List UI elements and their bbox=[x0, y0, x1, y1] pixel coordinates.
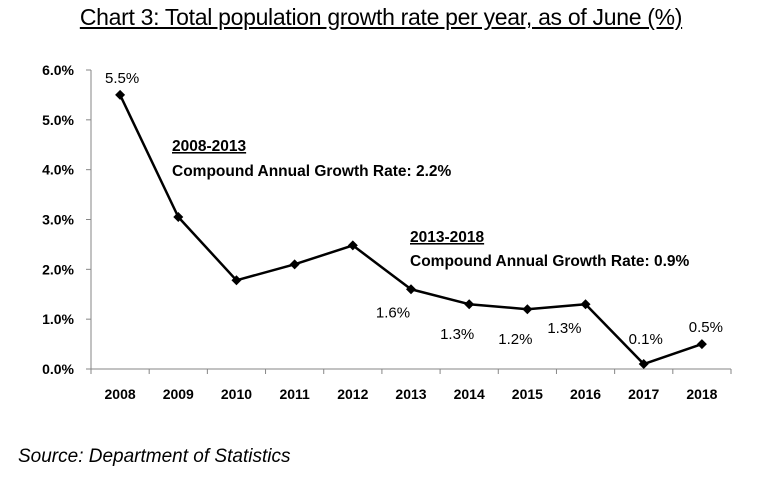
x-axis-ticks: 2008 2009 2010 2011 2012 2013 2014 2015 2016 2017… bbox=[90, 369, 732, 402]
data-label: 1.3% bbox=[440, 326, 474, 343]
axes bbox=[90, 70, 731, 370]
data-point-marker bbox=[115, 89, 126, 100]
source-note: Source: Department of Statistics bbox=[18, 446, 291, 467]
annotation-1-heading: 2008-2013 bbox=[172, 138, 247, 155]
data-label: 5.5% bbox=[105, 70, 139, 87]
data-label: 0.5% bbox=[689, 319, 723, 336]
x-tick-label: 2009 bbox=[163, 386, 194, 402]
data-point-marker bbox=[580, 299, 591, 310]
data-label: 1.3% bbox=[547, 320, 581, 337]
y-tick-label: 1.0% bbox=[42, 311, 74, 327]
chart-title: Chart 3: Total population growth rate pe… bbox=[79, 4, 683, 30]
y-tick-label: 6.0% bbox=[42, 62, 74, 78]
data-point-marker bbox=[406, 284, 416, 295]
data-label: 1.2% bbox=[498, 331, 532, 348]
annotation-1-text: Compound Annual Growth Rate: 2.2% bbox=[172, 163, 452, 180]
y-tick-label: 5.0% bbox=[42, 112, 74, 128]
data-point-marker bbox=[347, 240, 358, 251]
y-tick-label: 4.0% bbox=[42, 162, 74, 178]
x-tick-label: 2013 bbox=[395, 386, 426, 402]
data-point-marker bbox=[464, 299, 475, 310]
annotation-2-heading: 2013-2018 bbox=[410, 229, 485, 246]
x-tick-label: 2010 bbox=[221, 386, 252, 402]
data-label: 0.1% bbox=[629, 331, 663, 348]
x-tick-label: 2018 bbox=[686, 386, 717, 402]
annotations: 2008-2013 Compound Annual Growth Rate: 2… bbox=[172, 138, 690, 270]
data-point-marker bbox=[638, 359, 649, 370]
series bbox=[115, 89, 707, 370]
data-point-marker bbox=[522, 304, 533, 315]
x-tick-label: 2011 bbox=[279, 386, 310, 402]
data-point-marker bbox=[696, 339, 707, 350]
x-tick-label: 2014 bbox=[454, 386, 485, 402]
x-tick-label: 2016 bbox=[570, 386, 601, 402]
data-label: 1.6% bbox=[376, 304, 410, 321]
y-axis-ticks: 0.0% 1.0% 2.0% 3.0% 4.0% 5.0% 6.0% bbox=[42, 62, 91, 377]
data-point-marker bbox=[231, 275, 242, 286]
annotation-2-text: Compound Annual Growth Rate: 0.9% bbox=[410, 253, 690, 270]
y-tick-label: 2.0% bbox=[42, 261, 74, 277]
data-point-marker bbox=[173, 212, 184, 223]
data-labels: 5.5% 1.6% 1.3% 1.2% 1.3% 0.1% 0.5% bbox=[105, 70, 723, 348]
x-tick-label: 2015 bbox=[512, 386, 543, 402]
x-tick-label: 2017 bbox=[628, 386, 659, 402]
x-tick-label: 2008 bbox=[105, 386, 136, 402]
y-tick-label: 3.0% bbox=[42, 212, 74, 228]
x-tick-label: 2012 bbox=[337, 386, 368, 402]
data-point-marker bbox=[289, 259, 300, 270]
y-tick-label: 0.0% bbox=[42, 361, 74, 377]
